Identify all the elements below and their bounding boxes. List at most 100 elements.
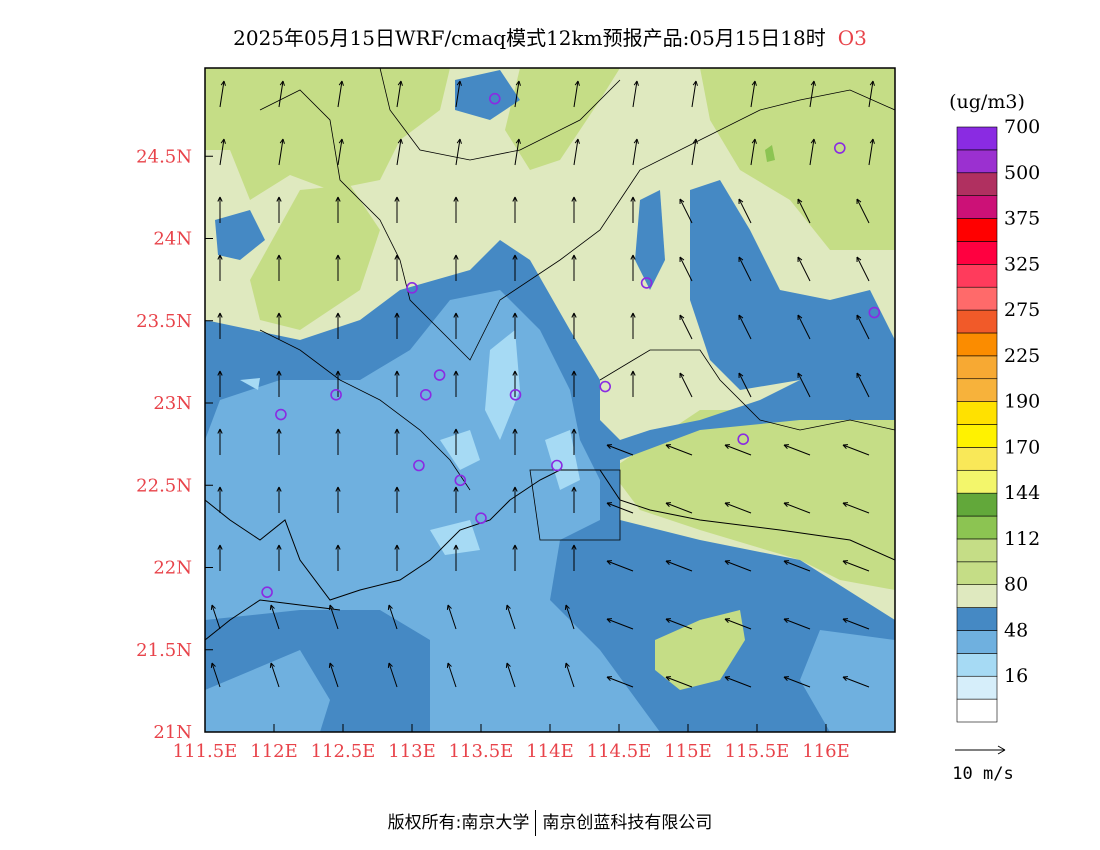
legend-swatch xyxy=(956,401,998,425)
wind-arrow xyxy=(394,312,400,339)
wind-arrow xyxy=(335,370,341,397)
y-tick-label: 21.5N xyxy=(136,640,192,661)
wind-arrow xyxy=(630,312,636,339)
wind-arrow xyxy=(691,80,698,108)
legend-swatch xyxy=(956,584,998,608)
wind-arrow xyxy=(724,444,752,456)
wind-arrow xyxy=(217,312,223,339)
wind-arrow xyxy=(632,80,639,108)
wind-arrow xyxy=(394,544,400,571)
y-tick-label: 22N xyxy=(153,558,192,579)
station-marker xyxy=(551,459,563,472)
wind-arrow xyxy=(446,604,457,630)
wind-arrow xyxy=(278,80,285,108)
wind-arrow xyxy=(691,138,698,166)
wind-arrow xyxy=(571,428,577,455)
legend-swatch xyxy=(956,607,998,631)
county-boundary-east xyxy=(599,349,895,431)
pollutant-label: O3 xyxy=(837,26,867,50)
station-marker xyxy=(509,388,522,401)
station-marker xyxy=(330,388,342,401)
wind-arrow xyxy=(335,486,341,513)
wind-arrow xyxy=(842,444,870,456)
x-tick-label: 113E xyxy=(388,741,436,762)
legend-swatch xyxy=(956,286,998,311)
legend-unit: (ug/m3) xyxy=(949,91,1025,113)
field-low-32-e xyxy=(240,378,260,390)
wind-arrow xyxy=(868,138,875,166)
x-tick-label: 116E xyxy=(802,741,850,762)
station-marker xyxy=(406,282,418,294)
field-plume-64 xyxy=(635,190,665,290)
station-marker xyxy=(475,512,487,524)
wind-arrow xyxy=(335,196,341,223)
legend-label: 700 xyxy=(1004,116,1040,138)
legend-swatch xyxy=(956,241,998,265)
x-tick-label: 115E xyxy=(664,741,712,762)
county-boundary-center xyxy=(259,329,471,491)
wind-arrow xyxy=(453,544,459,571)
province-boundary xyxy=(259,89,895,361)
legend-label: 112 xyxy=(1004,528,1040,550)
legend-swatch xyxy=(956,264,998,288)
legend-label: 170 xyxy=(1004,436,1040,458)
y-axis: 21N 21.5N 22N 22.5N 23N 23.5N 24N 24.5N xyxy=(136,146,213,743)
copyright-company: 南京创蓝科技有限公司 xyxy=(542,813,713,833)
coastline xyxy=(205,469,895,601)
station-marker xyxy=(640,277,653,289)
wind-arrow xyxy=(453,254,459,281)
field-low-32-d xyxy=(430,520,480,555)
wind-arrow xyxy=(217,544,223,571)
legend-swatch xyxy=(956,469,998,494)
legend-label: 375 xyxy=(1004,208,1040,230)
station-marker xyxy=(419,388,432,401)
legend-swatch xyxy=(956,195,998,219)
x-tick-label: 111.5E xyxy=(173,741,238,762)
wind-arrow xyxy=(512,312,518,339)
station-marker xyxy=(261,586,273,598)
legend-label: 275 xyxy=(1004,299,1040,321)
field-west-112 xyxy=(250,185,380,330)
y-tick-label: 23N xyxy=(153,393,192,414)
wind-arrow xyxy=(724,502,752,514)
legend-swatch xyxy=(956,378,998,402)
wind-arrow xyxy=(606,444,634,456)
field-low-32-b xyxy=(440,430,480,470)
wind-arrow xyxy=(665,618,693,630)
wind-arrow xyxy=(210,662,221,688)
wind-arrow xyxy=(679,256,693,282)
legend-swatch xyxy=(956,149,998,174)
wind-arrow xyxy=(665,444,693,456)
wind-arrow xyxy=(738,256,752,282)
wind-arrow xyxy=(630,254,636,281)
wind-arrow xyxy=(455,138,462,166)
field-low-32-c xyxy=(545,430,580,490)
wind-arrow xyxy=(679,372,693,398)
coastline-west xyxy=(205,599,341,641)
wind-arrow xyxy=(783,444,811,456)
wind-arrow xyxy=(797,198,811,224)
wind-arrow xyxy=(210,604,221,630)
station-marker xyxy=(737,433,750,445)
legend-swatch xyxy=(956,492,998,517)
wind-arrow xyxy=(809,80,816,108)
legend-swatch xyxy=(956,561,998,585)
y-tick-label: 24.5N xyxy=(136,146,192,167)
wind-arrow xyxy=(453,370,459,397)
wind-arrow xyxy=(783,502,811,514)
wind-arrow xyxy=(394,254,400,281)
field-north-west-112 xyxy=(205,68,450,200)
wind-arrow xyxy=(396,138,403,166)
wind-arrow xyxy=(453,312,459,339)
wind-arrow xyxy=(217,428,223,455)
wind-arrow xyxy=(783,618,811,630)
station-marker xyxy=(868,306,881,319)
wind-arrow xyxy=(738,372,752,398)
x-tick-label: 113.5E xyxy=(449,741,514,762)
wind-arrow xyxy=(630,196,636,223)
wind-arrow xyxy=(868,80,875,108)
legend-label: 500 xyxy=(1004,162,1040,184)
field-center-48 xyxy=(205,290,660,732)
wind-arrow xyxy=(276,370,282,397)
